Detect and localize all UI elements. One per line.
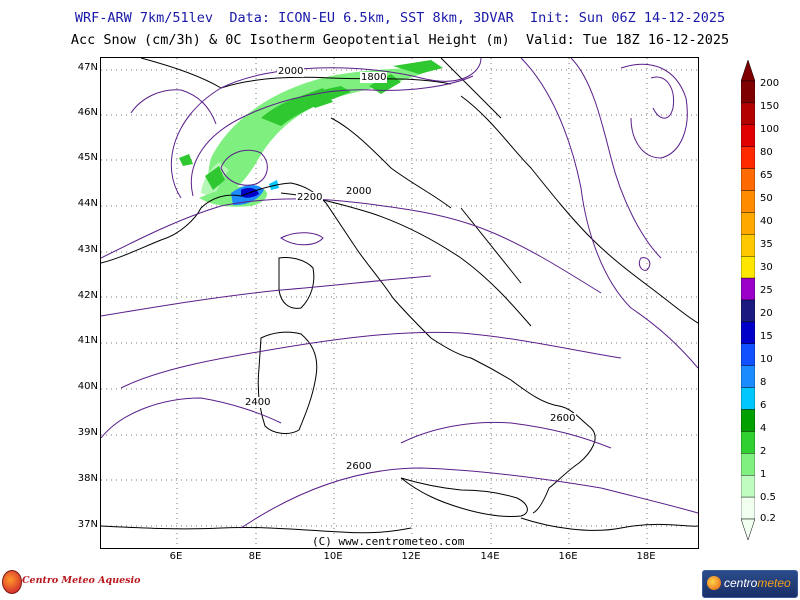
logo-emblem-icon <box>2 570 22 594</box>
contour-label: 2600 <box>345 461 373 472</box>
map-canvas <box>101 58 698 548</box>
colorbar-label: 15 <box>760 331 773 342</box>
colorbar-cell <box>741 431 755 454</box>
colorbar-label: 4 <box>760 423 767 434</box>
colorbar-label: 0.5 <box>760 492 776 503</box>
colorbar-label: 100 <box>760 124 780 135</box>
colorbar-cell <box>741 321 755 344</box>
colorbar-cell <box>741 387 755 410</box>
colorbar <box>741 60 755 540</box>
colorbar-cell <box>741 124 755 147</box>
logo-left-text: Centro Meteo Aquesio <box>22 575 141 586</box>
colorbar-cell <box>741 343 755 366</box>
lat-label: 47N <box>77 62 98 73</box>
colorbar-cell <box>741 299 755 323</box>
lat-label: 44N <box>77 198 98 209</box>
colorbar-cell <box>741 80 755 104</box>
colorbar-label: 30 <box>760 262 773 273</box>
colorbar-cell <box>741 212 755 235</box>
colorbar-cell <box>741 190 755 213</box>
lat-label: 37N <box>77 519 98 530</box>
colorbar-label: 1 <box>760 469 767 480</box>
lat-label: 46N <box>77 107 98 118</box>
sun-icon <box>707 576 721 590</box>
header-line-1: WRF-ARW 7km/51lev Data: ICON-EU 6.5km, S… <box>74 10 726 26</box>
colorbar-cell <box>741 255 755 279</box>
colorbar-cells <box>741 80 755 520</box>
colorbar-arrow-top <box>741 60 755 82</box>
lon-label: 14E <box>480 551 500 562</box>
logo-right-text-b: meteo <box>757 576 791 590</box>
colorbar-label: 80 <box>760 147 773 158</box>
colorbar-label: 50 <box>760 193 773 204</box>
colorbar-label: 65 <box>760 170 773 181</box>
map-panel <box>100 57 699 549</box>
colorbar-label: 2 <box>760 446 767 457</box>
lon-label: 8E <box>248 551 262 562</box>
contour-label: 2000 <box>345 186 373 197</box>
colorbar-cell <box>741 102 755 126</box>
colorbar-cell <box>741 277 755 301</box>
colorbar-cell <box>741 475 755 498</box>
colorbar-cell <box>741 234 755 257</box>
colorbar-label: 150 <box>760 101 780 112</box>
colorbar-cell <box>741 496 755 520</box>
colorbar-label: 6 <box>760 400 767 411</box>
lat-label: 41N <box>77 335 98 346</box>
lon-label: 18E <box>636 551 656 562</box>
graticule <box>101 58 698 548</box>
colorbar-label: 35 <box>760 239 773 250</box>
contour-label: 1800 <box>360 72 388 83</box>
coastlines <box>101 58 698 534</box>
colorbar-label: 40 <box>760 216 773 227</box>
lat-label: 43N <box>77 244 98 255</box>
lat-label: 45N <box>77 152 98 163</box>
colorbar-cell <box>741 453 755 476</box>
colorbar-label: 20 <box>760 308 773 319</box>
colorbar-cell <box>741 409 755 432</box>
lon-label: 12E <box>401 551 421 562</box>
snow-accumulation-areas <box>179 60 443 207</box>
colorbar-label: 8 <box>760 377 767 388</box>
lat-label: 40N <box>77 381 98 392</box>
colorbar-label: 200 <box>760 78 780 89</box>
contour-label: 2600 <box>549 413 577 424</box>
colorbar-label: 10 <box>760 354 773 365</box>
lat-label: 42N <box>77 290 98 301</box>
colorbar-arrow-bottom <box>741 518 755 540</box>
contour-label: 2000 <box>277 66 305 77</box>
logo-right-text: centrometeo <box>724 576 791 590</box>
contour-label: 2400 <box>244 397 272 408</box>
centro-meteo-aquesio-logo[interactable]: Centro Meteo Aquesio <box>0 568 140 596</box>
centrometeo-logo[interactable]: centrometeo <box>702 570 798 598</box>
colorbar-cell <box>741 168 755 191</box>
header-line-2: Acc Snow (cm/3h) & 0C Isotherm Geopotent… <box>70 32 730 48</box>
lat-label: 38N <box>77 473 98 484</box>
lon-label: 10E <box>323 551 343 562</box>
lat-label: 39N <box>77 427 98 438</box>
colorbar-label: 0.2 <box>760 513 776 524</box>
colorbar-label: 25 <box>760 285 773 296</box>
lon-label: 6E <box>169 551 183 562</box>
logo-right-text-a: centro <box>724 576 758 590</box>
contour-label: 2200 <box>296 192 324 203</box>
lon-label: 16E <box>558 551 578 562</box>
colorbar-cell <box>741 365 755 388</box>
colorbar-cell <box>741 146 755 169</box>
copyright-text: (C) www.centrometeo.com <box>312 535 465 548</box>
isotherm-contours <box>101 58 698 529</box>
